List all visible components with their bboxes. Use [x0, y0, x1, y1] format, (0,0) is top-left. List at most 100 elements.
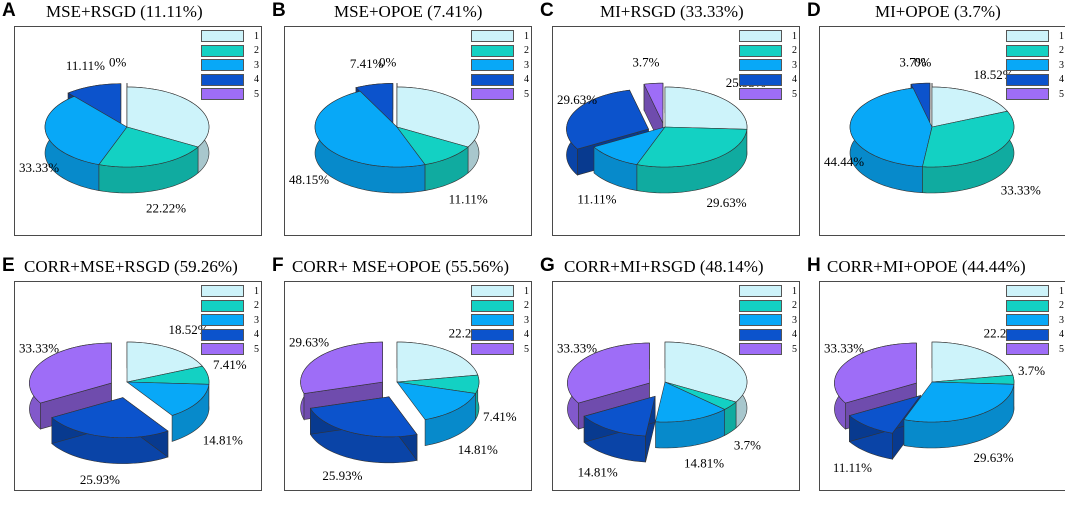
- legend-label: 1: [792, 30, 797, 42]
- pie-panel-e: E CORR+MSE+RSGD (59.26%) 18.52% 7.41% 14.81%…: [0, 255, 262, 505]
- pie-slice-5: [834, 342, 917, 404]
- legend-swatch: [471, 299, 514, 312]
- legend-entry: 3: [1006, 313, 1064, 328]
- pie-slice-2: [396, 374, 480, 394]
- pie-slice-1: [126, 86, 210, 148]
- legend-entry: 5: [739, 87, 797, 102]
- legend-swatch: [201, 285, 244, 298]
- legend-label: 5: [524, 88, 529, 100]
- legend-swatch: [739, 328, 782, 341]
- panel-label: D: [807, 0, 821, 21]
- legend-entry: 1: [739, 284, 797, 299]
- pie-slice-3: [903, 381, 1015, 423]
- legend-label: 5: [254, 88, 259, 100]
- legend-label: 5: [792, 88, 797, 100]
- slice-label-4: 3.7%: [899, 55, 926, 70]
- slice-label-5: 0%: [109, 54, 127, 69]
- legend-label: 5: [1059, 88, 1064, 100]
- legend-entry: 1: [201, 29, 259, 44]
- pie-panel-d: D MI+OPOE (3.7%) 18.52% 33.33% 44.44% 3.7% 0% 1…: [805, 0, 1065, 250]
- legend-label: 2: [524, 45, 529, 57]
- legend-swatch: [471, 88, 514, 101]
- legend: 1 2 3 4 5: [739, 29, 797, 102]
- plot-frame: 22.22% 7.41% 14.81% 25.93% 29.63% 1 2 3 4 5: [284, 281, 532, 491]
- legend-label: 4: [1059, 329, 1064, 341]
- legend-label: 3: [1059, 314, 1064, 326]
- slice-label-3: 14.81%: [458, 442, 498, 457]
- legend-entry: 4: [471, 73, 529, 88]
- slice-label-4: 29.63%: [557, 92, 597, 107]
- legend-swatch: [739, 44, 782, 57]
- legend-entry: 4: [739, 73, 797, 88]
- slice-label-2: 3.7%: [734, 438, 761, 453]
- legend-swatch: [471, 343, 514, 356]
- pie-slice-2: [98, 126, 199, 168]
- slice-label-2: 7.41%: [483, 409, 517, 424]
- legend-entry: 2: [201, 44, 259, 59]
- legend-swatch: [471, 328, 514, 341]
- legend-swatch: [1006, 343, 1049, 356]
- pie-slice-1: [396, 341, 479, 383]
- legend-label: 2: [1059, 300, 1064, 312]
- chart-title: CORR+MI+OPOE (44.44%): [827, 257, 1026, 276]
- slice-label-4: 25.93%: [322, 468, 362, 483]
- pie-slice-4: [355, 83, 394, 125]
- legend-entry: 4: [1006, 328, 1064, 343]
- slice-label-4: 7.41%: [350, 56, 384, 71]
- legend-label: 1: [1059, 285, 1064, 297]
- legend-swatch: [739, 314, 782, 327]
- plot-frame: 22.22% 3.7% 29.63% 11.11% 33.33% 1 2 3 4 5: [819, 281, 1065, 491]
- legend-swatch: [471, 285, 514, 298]
- legend-label: 2: [254, 45, 259, 57]
- slice-label-5: 33.33%: [824, 341, 864, 356]
- legend-entry: 3: [471, 58, 529, 73]
- legend-swatch: [1006, 314, 1049, 327]
- legend-swatch: [471, 73, 514, 86]
- slice-label-2: 22.22%: [146, 201, 186, 216]
- legend-label: 3: [254, 59, 259, 71]
- slice-label-4: 11.11%: [66, 58, 105, 73]
- pie-slice-2: [931, 374, 1015, 385]
- legend: 1 2 3 4 5: [201, 29, 259, 102]
- legend-swatch: [471, 30, 514, 43]
- legend-swatch: [739, 73, 782, 86]
- panel-label: E: [2, 255, 15, 276]
- pie-slice-2: [126, 365, 210, 385]
- slice-label-4: 25.93%: [80, 472, 120, 487]
- slice-label-5: 0%: [914, 54, 932, 69]
- legend-label: 4: [254, 74, 259, 86]
- chart-title: MSE+OPOE (7.41%): [334, 2, 483, 21]
- pie-slice-5: [567, 342, 650, 404]
- legend-entry: 1: [201, 284, 259, 299]
- pie-slice-3: [593, 126, 666, 165]
- legend-swatch: [739, 88, 782, 101]
- legend-swatch: [471, 314, 514, 327]
- legend-swatch: [201, 88, 244, 101]
- pie-slice-1: [126, 341, 203, 383]
- legend-label: 3: [792, 314, 797, 326]
- panel-label: G: [540, 255, 555, 276]
- pie-slice-1: [396, 86, 480, 148]
- pie-slice-1: [931, 86, 1008, 128]
- legend-label: 3: [524, 59, 529, 71]
- pie-slice-3: [655, 381, 726, 423]
- legend-label: 2: [254, 300, 259, 312]
- pie-slice-4: [51, 397, 169, 438]
- legend-swatch: [201, 328, 244, 341]
- slice-label-2: 3.7%: [1018, 363, 1045, 378]
- legend-swatch: [1006, 59, 1049, 72]
- pie-slice-4: [848, 395, 922, 434]
- legend-label: 5: [524, 343, 529, 355]
- pie-slice-3: [44, 96, 128, 165]
- pie-slice-2: [664, 381, 737, 410]
- legend-label: 2: [524, 300, 529, 312]
- legend-entry: 4: [201, 73, 259, 88]
- legend-label: 5: [254, 343, 259, 355]
- legend-label: 3: [792, 59, 797, 71]
- legend: 1 2 3 4 5: [201, 284, 259, 357]
